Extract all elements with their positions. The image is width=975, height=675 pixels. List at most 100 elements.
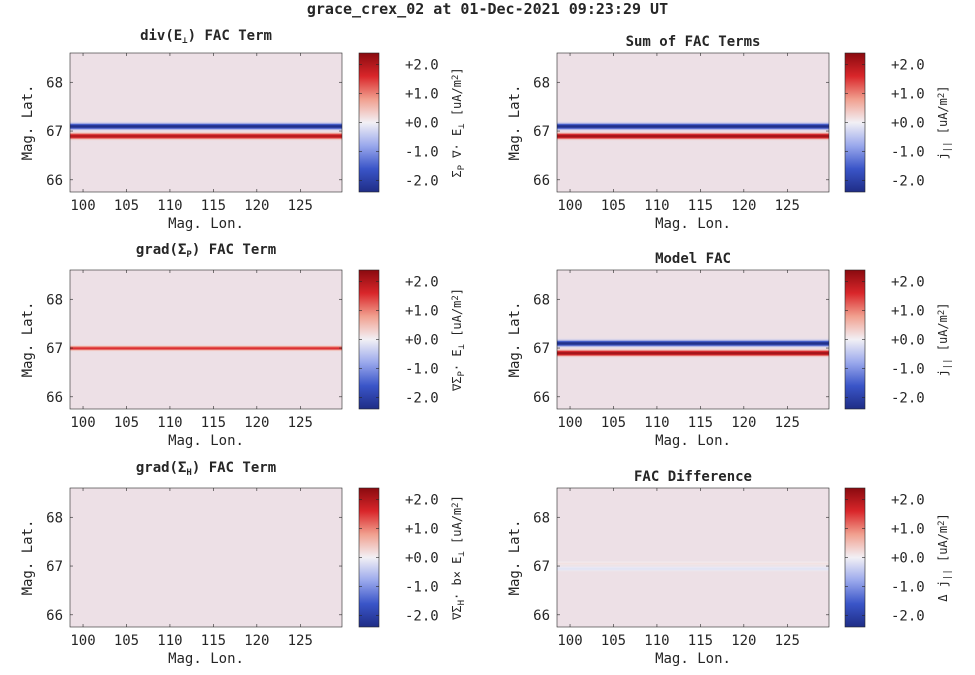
heatmap-band-row: [70, 126, 342, 128]
axes-frame: [556, 269, 830, 410]
text-part: grad(Σ: [136, 460, 187, 476]
heatmap-band-row: [557, 357, 829, 359]
heatmap-band-row: [70, 351, 342, 353]
heatmap-band-row: [557, 118, 829, 119]
y-axis-label: Mag. Lat.: [20, 520, 36, 596]
y-tick-label: 68: [533, 292, 550, 308]
heatmap-band-row: [557, 560, 829, 562]
text-part: ∇· E: [450, 129, 464, 165]
text-part: FAC Difference: [634, 469, 752, 485]
panel-title: grad(ΣP) FAC Term: [136, 242, 276, 260]
text-part: ]: [450, 67, 464, 74]
heatmap-band-row: [70, 130, 342, 132]
heatmap-band-row: [557, 339, 829, 341]
heatmap-band-row: [557, 566, 829, 568]
heatmap-band-row: [557, 124, 829, 126]
text-part: grad(Σ: [136, 242, 187, 258]
heatmap-band-2: [70, 130, 342, 142]
heatmap-band-row: [70, 131, 342, 133]
x-tick-label: 100: [557, 198, 582, 214]
heatmap-band-row: [70, 140, 342, 142]
colorbar-tick-label: +1.0: [405, 87, 439, 103]
text-part: ∇Σ: [450, 377, 464, 392]
heatmap-band-row: [70, 126, 342, 128]
x-tick-label: 105: [114, 198, 139, 214]
heatmap-band-row: [70, 350, 342, 352]
y-tick-label: 67: [46, 559, 63, 575]
heatmap-band-row: [557, 565, 829, 567]
x-tick-label: 115: [201, 198, 226, 214]
colorbar-tick-label: +2.0: [891, 493, 925, 509]
x-tick-label: 115: [688, 633, 713, 649]
colorbar-tick-label: +1.0: [891, 87, 925, 103]
heatmap-band-row: [557, 133, 829, 135]
colorbar-tick-label: +2.0: [891, 58, 925, 74]
heatmap-band-row: [557, 565, 829, 567]
heatmap-band-row: [70, 347, 342, 348]
heatmap-band-row: [557, 567, 829, 569]
x-axis-label: Mag. Lon.: [168, 216, 244, 232]
heatmap-band-row: [70, 124, 342, 126]
text-part: [uA/m: [936, 315, 950, 358]
y-tick-label: 66: [533, 173, 550, 189]
x-tick-label: 125: [775, 415, 800, 431]
heatmap-band-row: [557, 342, 829, 344]
heatmap-band-row: [70, 120, 342, 122]
text-part: ]: [936, 302, 950, 309]
heatmap-band-row: [557, 135, 829, 137]
x-tick-label: 125: [775, 633, 800, 649]
colorbar-tick-label: +2.0: [405, 58, 439, 74]
heatmap-background: [70, 270, 342, 409]
text-part: Sum of FAC Terms: [626, 34, 761, 50]
heatmap-band-row: [557, 561, 829, 563]
text-part: ⊥: [457, 123, 467, 129]
heatmap-band-row: [70, 138, 342, 140]
heatmap-band-row: [557, 121, 829, 123]
heatmap-band-row: [557, 127, 829, 129]
heatmap-band-row: [70, 349, 342, 350]
heatmap-band-row: [557, 354, 829, 356]
chart-panel-1: 100 105 110 115 120 125 66 67 68 Mag. Lon. Mag. La…: [20, 28, 467, 232]
heatmap-band-row: [70, 128, 342, 130]
heatmap-band-row: [557, 569, 829, 571]
y-tick-label: 67: [46, 124, 63, 140]
text-part: div(E: [140, 28, 182, 44]
x-tick-label: 120: [731, 633, 756, 649]
text-part: P: [457, 371, 467, 377]
y-tick-label: 66: [533, 390, 550, 406]
heatmap-band-row: [557, 343, 829, 345]
x-tick-label: 110: [157, 633, 182, 649]
x-tick-label: 100: [70, 415, 95, 431]
y-tick-label: 66: [46, 608, 63, 624]
x-tick-label: 120: [731, 198, 756, 214]
colorbar-tick-label: +0.0: [405, 116, 439, 132]
y-tick-label: 68: [46, 75, 63, 91]
x-tick-label: 120: [244, 198, 269, 214]
heatmap-band-row: [70, 123, 342, 125]
colorbar-label: j|| [uA/m2]: [936, 85, 953, 159]
x-tick-label: 100: [70, 198, 95, 214]
heatmap-band-row: [557, 338, 829, 340]
heatmap-band-row: [70, 350, 342, 351]
heatmap-band-row: [557, 347, 829, 349]
heatmap-band-2: [557, 130, 829, 142]
heatmap-band-row: [557, 335, 829, 336]
panel-title: Model FAC: [655, 251, 731, 267]
axes-frame: [69, 52, 343, 193]
heatmap-band-row: [557, 565, 829, 567]
heatmap-band-row: [557, 121, 829, 123]
heatmap-band-row: [557, 338, 829, 340]
heatmap-band-row: [557, 561, 829, 563]
heatmap-band-row: [70, 346, 342, 348]
y-tick-label: 67: [533, 341, 550, 357]
heatmap-band-row: [557, 357, 829, 359]
colorbar-tick-label: +2.0: [405, 493, 439, 509]
heatmap-band-row: [557, 134, 829, 136]
heatmap-band-row: [70, 133, 342, 135]
colorbar-tick-label: -2.0: [405, 390, 439, 406]
x-tick-label: 110: [644, 633, 669, 649]
heatmap-band-row: [557, 348, 829, 350]
y-tick-label: 68: [46, 510, 63, 526]
heatmap-band-row: [70, 129, 342, 131]
panel-title: FAC Difference: [634, 469, 752, 485]
